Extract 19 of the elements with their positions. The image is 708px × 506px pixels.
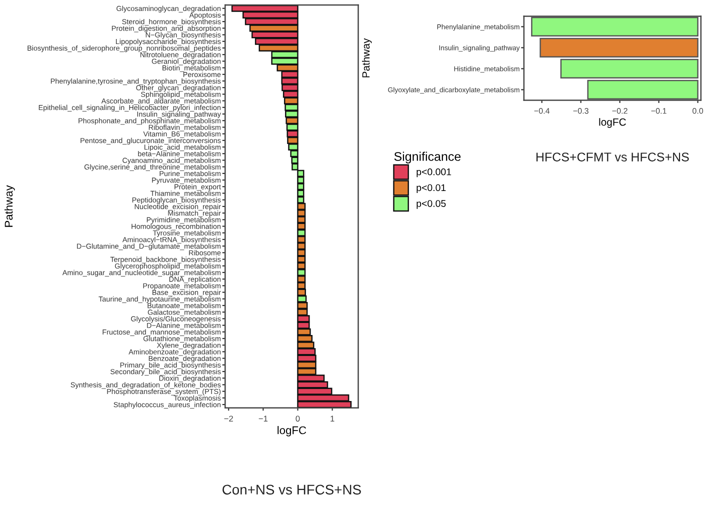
x-tick-label: −0.2 [612,108,628,114]
y-axis-title: Pathway [4,185,15,227]
legend-label: p<0.01 [416,184,446,194]
x-tick-label: −0.3 [573,108,588,114]
legend-label: p<0.05 [416,200,446,209]
legend-title: Significance [394,152,461,164]
x-tick-label: −0.4 [534,108,550,114]
x-tick-label: −0.1 [651,108,666,114]
x-tick-label: 0.0 [692,108,704,114]
x-axis-title: logFC [599,118,626,128]
x-tick-label: −1 [258,416,268,422]
x-tick-label: 0 [296,416,300,422]
x-axis-title: logFC [278,426,306,436]
x-tick-label: −2 [224,416,233,422]
text: Con+NS vs HFCS+NS [222,484,361,495]
text: HFCS+CFMT vs HFCS+NS [536,152,689,162]
x-tick-label: 1 [330,416,334,422]
y-axis-title: Pathway [362,38,372,78]
legend-label: p<0.001 [416,168,452,178]
